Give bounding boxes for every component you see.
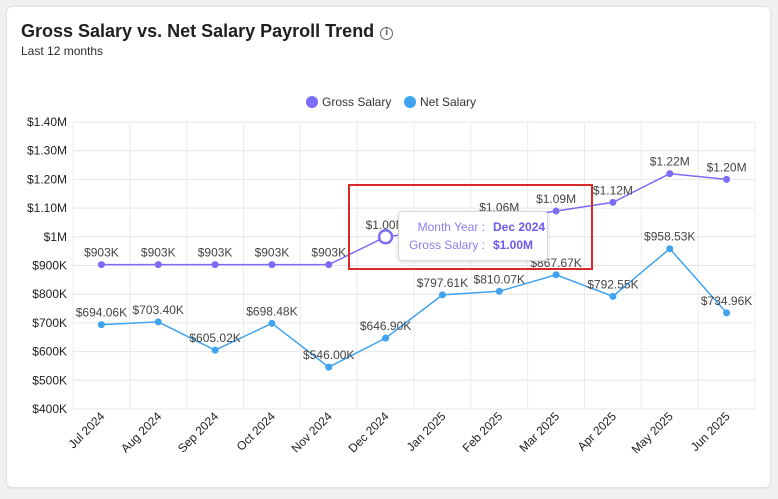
x-tick-label: Jan 2025: [404, 409, 449, 454]
info-icon[interactable]: i: [380, 27, 394, 40]
y-tick-label: $1.30M: [27, 144, 67, 158]
data-label: $1.12M: [593, 183, 633, 197]
data-point: [325, 261, 333, 269]
y-tick-label: $900K: [32, 259, 67, 273]
y-tick-label: $800K: [32, 287, 67, 301]
data-point: [154, 261, 162, 269]
tooltip-value: Dec 2024: [493, 220, 546, 234]
y-tick-label: $1.40M: [27, 115, 67, 129]
data-point: [211, 261, 219, 269]
tooltip-row-gross: Gross Salary : $1.00M: [407, 238, 533, 252]
data-point: [325, 363, 333, 371]
x-tick-label: Mar 2025: [516, 409, 562, 455]
data-point: [552, 207, 560, 215]
x-tick-label: Nov 2024: [289, 409, 335, 455]
data-label: $792.55K: [587, 277, 638, 291]
data-point: [154, 318, 162, 326]
data-label: $734.96K: [701, 294, 752, 308]
y-tick-label: $1.20M: [27, 172, 67, 186]
data-label: $1.00M: [366, 218, 406, 232]
data-point: [211, 346, 219, 354]
data-point: [97, 261, 105, 269]
data-point: [723, 175, 731, 183]
tooltip-row-month: Month Year : Dec 2024: [407, 220, 545, 234]
chart-tooltip: Month Year : Dec 2024 Gross Salary : $1.00…: [398, 211, 548, 261]
data-label: $797.61K: [417, 276, 468, 290]
data-point: [268, 319, 276, 327]
y-tick-label: $500K: [32, 373, 67, 387]
x-tick-label: Apr 2025: [575, 409, 620, 454]
data-label: $958.53K: [644, 230, 695, 244]
data-label: $698.48K: [246, 304, 297, 318]
chart-card: Gross Salary vs. Net Salary Payroll Tren…: [6, 6, 771, 488]
data-point: [666, 245, 674, 253]
data-point-active: [377, 229, 394, 245]
x-tick-label: Feb 2025: [460, 409, 506, 455]
data-point: [723, 309, 731, 317]
x-tick-label: Aug 2024: [118, 409, 164, 455]
data-point: [552, 271, 560, 279]
data-label: $546.00K: [303, 348, 354, 362]
legend-marker: [306, 96, 318, 108]
data-label: $1.20M: [707, 160, 747, 174]
x-tick-label: Jun 2025: [688, 409, 733, 454]
y-tick-label: $400K: [32, 402, 67, 416]
data-label: $810.07K: [474, 272, 525, 286]
data-point: [97, 321, 105, 329]
y-tick-label: $600K: [32, 345, 67, 359]
chart-title: Gross Salary vs. Net Salary Payroll Tren…: [21, 21, 394, 42]
data-label: $1.09M: [536, 192, 576, 206]
data-label: $903K: [255, 246, 290, 260]
x-tick-label: Jul 2024: [66, 409, 108, 451]
chart-subtitle: Last 12 months: [21, 44, 104, 58]
tooltip-key: Month Year :: [417, 220, 485, 234]
data-label: $903K: [84, 246, 119, 260]
x-tick-label: Sep 2024: [175, 409, 221, 455]
x-tick-label: May 2025: [629, 409, 676, 456]
data-label: $903K: [311, 246, 346, 260]
y-tick-label: $700K: [32, 316, 67, 330]
data-point: [609, 292, 617, 300]
legend-label: Gross Salary: [322, 95, 391, 109]
data-label: $646.90K: [360, 319, 411, 333]
data-label: $694.06K: [76, 306, 127, 320]
data-label: $903K: [141, 246, 176, 260]
data-label: $605.02K: [189, 331, 240, 345]
data-point: [438, 291, 446, 299]
data-label: $703.40K: [133, 303, 184, 317]
tooltip-key: Gross Salary :: [408, 238, 485, 252]
legend-label: Net Salary: [420, 95, 476, 109]
tooltip-value: $1.00M: [493, 238, 534, 252]
data-point: [495, 287, 503, 295]
x-tick-label: Oct 2024: [234, 409, 279, 454]
data-point: [609, 198, 617, 206]
legend-marker: [404, 96, 416, 108]
data-point: [268, 261, 276, 269]
data-point: [666, 170, 674, 178]
y-tick-label: $1.10M: [27, 201, 67, 215]
data-point: [382, 334, 390, 342]
data-label: $903K: [198, 246, 233, 260]
x-tick-label: Dec 2024: [345, 409, 391, 455]
data-label: $1.22M: [650, 155, 690, 169]
y-tick-label: $1M: [44, 230, 67, 244]
series-line: [101, 247, 728, 368]
